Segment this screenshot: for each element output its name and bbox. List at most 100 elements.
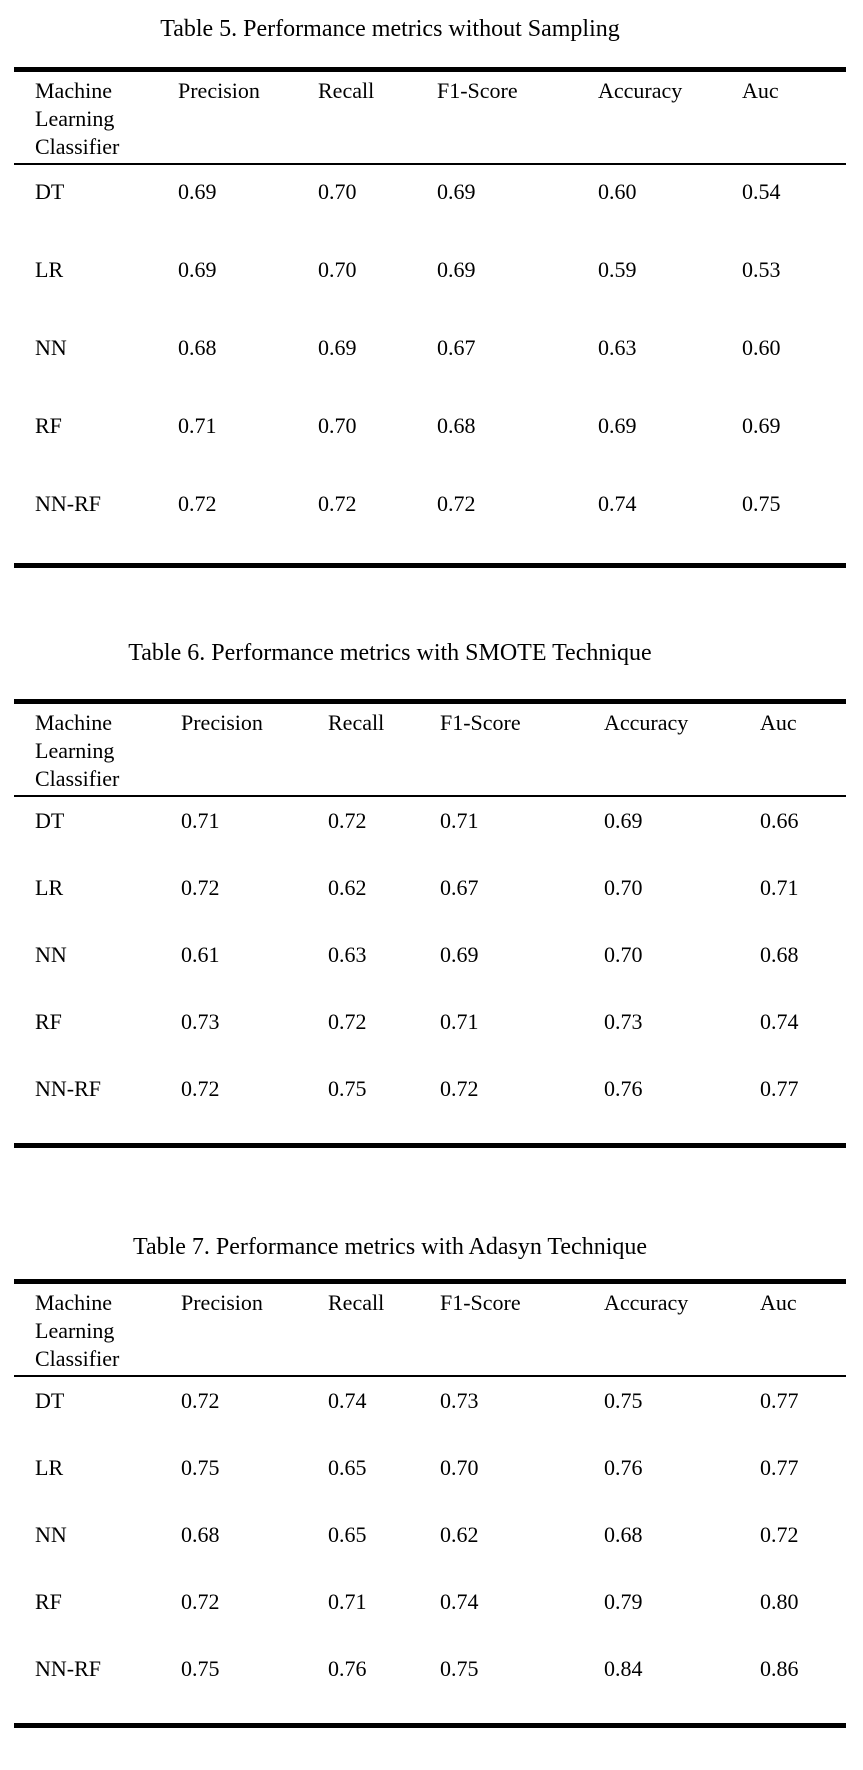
column-header-f1-score: F1-Score bbox=[440, 701, 604, 797]
metric-value-cell: 0.72 bbox=[440, 1076, 479, 1101]
table-7-body: DT 0.72 0.74 0.73 0.75 0.77 LR 0.75 0.65 0.70 0.76… bbox=[14, 1376, 846, 1726]
metric-value-cell: 0.71 bbox=[178, 413, 217, 438]
metric-value-cell: 0.72 bbox=[328, 808, 367, 833]
table-row: LR 0.69 0.70 0.69 0.59 0.53 bbox=[14, 243, 846, 321]
metric-value-cell: 0.69 bbox=[604, 808, 643, 833]
table-row: NN-RF 0.72 0.72 0.72 0.74 0.75 bbox=[14, 477, 846, 566]
metric-value-cell: 0.74 bbox=[598, 491, 637, 516]
table-5-without-sampling: Machine Learning Classifier Precision Re… bbox=[14, 67, 846, 568]
metric-value-cell: 0.76 bbox=[328, 1656, 367, 1681]
table-5-title: Table 5. Performance metrics without Sam… bbox=[160, 16, 620, 42]
metric-value-cell: 0.66 bbox=[760, 808, 799, 833]
metric-value-cell: 0.68 bbox=[760, 942, 799, 967]
metric-value-cell: 0.70 bbox=[440, 1455, 479, 1480]
metric-value-cell: 0.54 bbox=[742, 179, 781, 204]
table-row: RF 0.71 0.70 0.68 0.69 0.69 bbox=[14, 399, 846, 477]
classifier-cell: LR bbox=[35, 875, 64, 900]
table-7-title: Table 7. Performance metrics with Adasyn… bbox=[132, 1234, 648, 1260]
metric-value-cell: 0.80 bbox=[760, 1589, 799, 1614]
metric-value-cell: 0.60 bbox=[598, 179, 637, 204]
metric-value-cell: 0.74 bbox=[328, 1388, 367, 1413]
table-6-header: Machine Learning Classifier Precision Re… bbox=[14, 701, 846, 797]
classifier-cell: LR bbox=[35, 257, 64, 282]
classifier-cell: LR bbox=[35, 1455, 64, 1480]
column-header-precision: Precision bbox=[178, 69, 318, 165]
classifier-cell: RF bbox=[35, 1009, 62, 1034]
metric-value-cell: 0.65 bbox=[328, 1522, 367, 1547]
classifier-cell: RF bbox=[35, 1589, 62, 1614]
metric-value-cell: 0.68 bbox=[178, 335, 217, 360]
table-6-smote-technique: Machine Learning Classifier Precision Re… bbox=[14, 699, 846, 1148]
metric-value-cell: 0.72 bbox=[328, 1009, 367, 1034]
classifier-cell: NN-RF bbox=[35, 1076, 102, 1101]
table-row: RF 0.73 0.72 0.71 0.73 0.74 bbox=[14, 998, 846, 1065]
metric-value-cell: 0.62 bbox=[440, 1522, 479, 1547]
metric-value-cell: 0.73 bbox=[604, 1009, 643, 1034]
metric-value-cell: 0.73 bbox=[181, 1009, 220, 1034]
metric-value-cell: 0.72 bbox=[318, 491, 357, 516]
metric-value-cell: 0.70 bbox=[604, 875, 643, 900]
table-7-adasyn-technique: Machine Learning Classifier Precision Re… bbox=[14, 1279, 846, 1728]
metric-value-cell: 0.63 bbox=[598, 335, 637, 360]
metric-value-cell: 0.79 bbox=[604, 1589, 643, 1614]
column-header-classifier: Machine Learning Classifier bbox=[14, 1281, 181, 1377]
table-row: DT 0.72 0.74 0.73 0.75 0.77 bbox=[14, 1376, 846, 1444]
metric-value-cell: 0.53 bbox=[742, 257, 781, 282]
metric-value-cell: 0.74 bbox=[760, 1009, 799, 1034]
metric-value-cell: 0.69 bbox=[742, 413, 781, 438]
metric-value-cell: 0.72 bbox=[181, 1388, 220, 1413]
metric-value-cell: 0.62 bbox=[328, 875, 367, 900]
table-row: LR 0.75 0.65 0.70 0.76 0.77 bbox=[14, 1444, 846, 1511]
metric-value-cell: 0.84 bbox=[604, 1656, 643, 1681]
column-header-auc: Auc bbox=[760, 1281, 846, 1377]
metric-value-cell: 0.76 bbox=[604, 1455, 643, 1480]
classifier-cell: NN bbox=[35, 1522, 67, 1547]
metric-value-cell: 0.71 bbox=[181, 808, 220, 833]
metric-value-cell: 0.72 bbox=[181, 875, 220, 900]
column-header-auc: Auc bbox=[742, 69, 846, 165]
metric-value-cell: 0.69 bbox=[598, 413, 637, 438]
table-row: NN 0.68 0.65 0.62 0.68 0.72 bbox=[14, 1511, 846, 1578]
metric-value-cell: 0.68 bbox=[604, 1522, 643, 1547]
metric-value-cell: 0.59 bbox=[598, 257, 637, 282]
classifier-cell: RF bbox=[35, 413, 62, 438]
header-row: Machine Learning Classifier Precision Re… bbox=[14, 701, 846, 797]
column-header-f1-score: F1-Score bbox=[437, 69, 598, 165]
classifier-cell: NN bbox=[35, 335, 67, 360]
table-5-header: Machine Learning Classifier Precision Re… bbox=[14, 69, 846, 165]
metric-value-cell: 0.61 bbox=[181, 942, 220, 967]
metric-value-cell: 0.77 bbox=[760, 1388, 799, 1413]
table-row: DT 0.69 0.70 0.69 0.60 0.54 bbox=[14, 164, 846, 243]
column-header-recall: Recall bbox=[328, 701, 440, 797]
column-header-auc: Auc bbox=[760, 701, 846, 797]
metric-value-cell: 0.72 bbox=[178, 491, 217, 516]
table-row: LR 0.72 0.62 0.67 0.70 0.71 bbox=[14, 864, 846, 931]
metric-value-cell: 0.75 bbox=[440, 1656, 479, 1681]
column-header-classifier: Machine Learning Classifier bbox=[14, 69, 178, 165]
metric-value-cell: 0.68 bbox=[181, 1522, 220, 1547]
column-header-precision: Precision bbox=[181, 1281, 328, 1377]
metric-value-cell: 0.72 bbox=[181, 1076, 220, 1101]
metric-value-cell: 0.67 bbox=[440, 875, 479, 900]
classifier-cell: NN-RF bbox=[35, 1656, 102, 1681]
metric-value-cell: 0.60 bbox=[742, 335, 781, 360]
metric-value-cell: 0.72 bbox=[437, 491, 476, 516]
table-7-header: Machine Learning Classifier Precision Re… bbox=[14, 1281, 846, 1377]
metric-value-cell: 0.77 bbox=[760, 1076, 799, 1101]
metric-value-cell: 0.76 bbox=[604, 1076, 643, 1101]
table-6-body: DT 0.71 0.72 0.71 0.69 0.66 LR 0.72 0.62 0.67 0.70… bbox=[14, 796, 846, 1146]
table-row: RF 0.72 0.71 0.74 0.79 0.80 bbox=[14, 1578, 846, 1645]
metric-value-cell: 0.68 bbox=[437, 413, 476, 438]
metric-value-cell: 0.77 bbox=[760, 1455, 799, 1480]
header-row: Machine Learning Classifier Precision Re… bbox=[14, 69, 846, 165]
table-6-title: Table 6. Performance metrics with SMOTE … bbox=[128, 640, 652, 666]
table-row: NN 0.68 0.69 0.67 0.63 0.60 bbox=[14, 321, 846, 399]
column-header-recall: Recall bbox=[328, 1281, 440, 1377]
metric-value-cell: 0.75 bbox=[328, 1076, 367, 1101]
classifier-cell: DT bbox=[35, 179, 65, 204]
column-header-classifier: Machine Learning Classifier bbox=[14, 701, 181, 797]
metric-value-cell: 0.74 bbox=[440, 1589, 479, 1614]
metric-value-cell: 0.69 bbox=[440, 942, 479, 967]
classifier-cell: NN bbox=[35, 942, 67, 967]
metric-value-cell: 0.69 bbox=[437, 257, 476, 282]
